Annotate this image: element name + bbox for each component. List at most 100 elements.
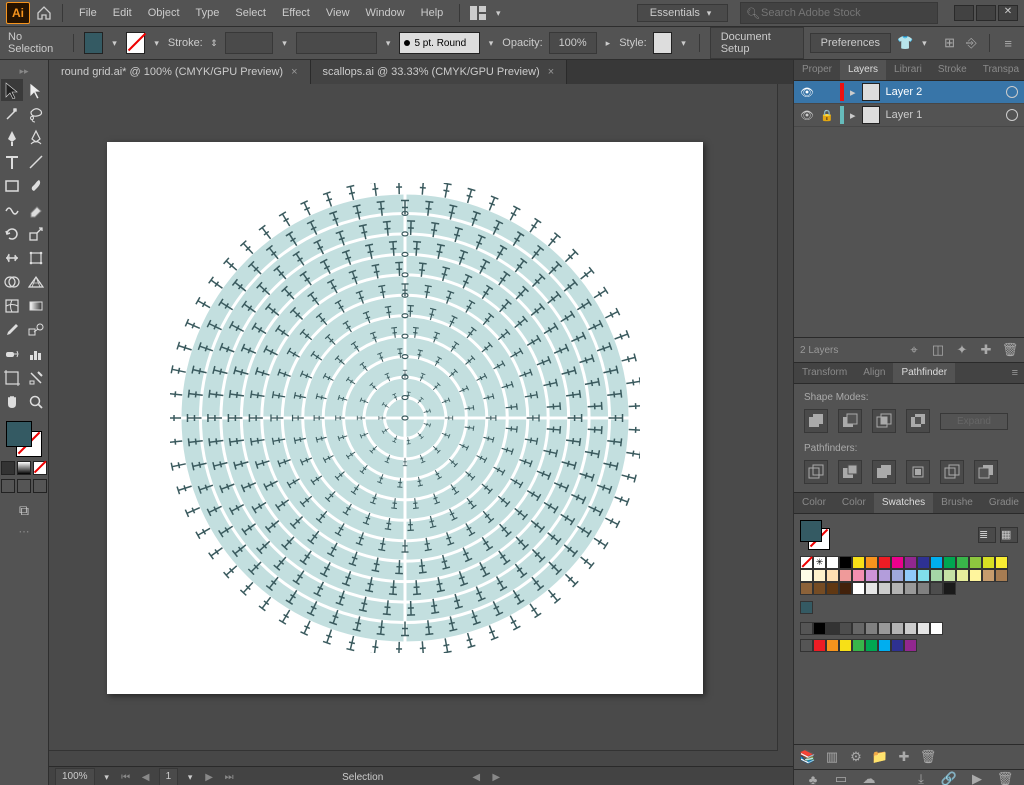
swatch[interactable] (917, 582, 930, 595)
document-setup-button[interactable]: Document Setup (710, 27, 804, 59)
expand-button[interactable]: Expand (940, 413, 1008, 430)
chevron-down-icon[interactable]: ▾ (109, 38, 120, 49)
swatch[interactable] (917, 569, 930, 582)
swatch[interactable] (878, 582, 891, 595)
swatch[interactable] (891, 582, 904, 595)
artboard-tool[interactable] (1, 367, 23, 389)
swatch[interactable] (852, 622, 865, 635)
swatch[interactable] (800, 569, 813, 582)
swatch[interactable] (865, 582, 878, 595)
panel-tab-proper[interactable]: Proper (794, 60, 840, 80)
swatch[interactable] (826, 622, 839, 635)
fill-stroke-indicator[interactable] (800, 520, 830, 550)
swatch[interactable] (813, 582, 826, 595)
swatch[interactable] (943, 582, 956, 595)
close-tab-icon[interactable]: × (291, 66, 297, 78)
scrollbar-vertical[interactable] (777, 84, 793, 766)
lock-toggle-icon[interactable]: 🔒 (820, 109, 834, 122)
stock-search-input[interactable] (740, 2, 938, 24)
zoom-level[interactable]: 100% (55, 768, 95, 785)
draw-normal-icon[interactable] (1, 479, 15, 493)
direct-selection-tool[interactable] (25, 79, 47, 101)
magic-wand-tool[interactable] (1, 103, 23, 125)
menu-file[interactable]: File (71, 4, 105, 22)
swatch[interactable] (813, 569, 826, 582)
swatch[interactable] (839, 622, 852, 635)
swatch-grid-view-icon[interactable]: ▦ (1000, 527, 1018, 543)
chevron-down-icon[interactable]: ▾ (151, 38, 162, 49)
swatch[interactable] (878, 569, 891, 582)
expand-layer-icon[interactable]: ▸ (850, 109, 856, 122)
blend-tool[interactable] (25, 319, 47, 341)
menu-select[interactable]: Select (227, 4, 274, 22)
swatch[interactable] (956, 569, 969, 582)
first-artboard-button[interactable]: ⏮ (119, 772, 133, 783)
delete-swatch-icon[interactable]: 🗑 (920, 748, 936, 766)
stroke-swatch[interactable] (126, 32, 146, 54)
swatch[interactable] (826, 556, 839, 569)
swatch[interactable] (852, 639, 865, 652)
stepper-icon[interactable]: ⇕ (209, 38, 220, 49)
registration-swatch[interactable]: ✳ (813, 556, 826, 569)
expand-layer-icon[interactable]: ▸ (850, 86, 856, 99)
swatch[interactable] (839, 569, 852, 582)
visibility-toggle-icon[interactable]: 👁 (800, 86, 814, 99)
close-tab-icon[interactable]: × (548, 66, 554, 78)
swatch[interactable] (891, 556, 904, 569)
swatch[interactable] (826, 639, 839, 652)
swatch[interactable] (904, 582, 917, 595)
swatch-options-icon[interactable]: ⚙ (848, 748, 864, 766)
menu-help[interactable]: Help (413, 4, 452, 22)
crop-button[interactable] (906, 460, 930, 484)
swatch[interactable] (982, 556, 995, 569)
nav-left-icon[interactable]: ◀ (469, 772, 483, 783)
none-swatch[interactable] (800, 556, 813, 569)
trash-icon[interactable]: 🗑 (996, 770, 1014, 785)
swatch[interactable] (852, 556, 865, 569)
swatch[interactable] (930, 622, 943, 635)
swatch[interactable] (865, 569, 878, 582)
swatch[interactable] (865, 622, 878, 635)
slice-tool[interactable] (25, 367, 47, 389)
chevron-down-icon[interactable]: ▾ (101, 772, 113, 783)
shaper-tool[interactable] (1, 199, 23, 221)
panel-tab-brushe[interactable]: Brushe (933, 493, 981, 513)
swatch-kind-icon[interactable]: ▥ (824, 748, 840, 766)
swatch[interactable] (930, 556, 943, 569)
symbols-icon[interactable]: ♣ (804, 770, 822, 785)
symbol-sprayer-tool[interactable] (1, 343, 23, 365)
swatch[interactable] (878, 639, 891, 652)
swatch[interactable] (904, 556, 917, 569)
visibility-toggle-icon[interactable]: 👁 (800, 109, 814, 122)
artboards-icon[interactable]: ▭ (832, 770, 850, 785)
swatch-libraries-icon[interactable]: 📚 (800, 748, 816, 766)
window-restore-button[interactable] (976, 5, 996, 21)
scale-tool[interactable] (25, 223, 47, 245)
menu-window[interactable]: Window (358, 4, 413, 22)
panel-tab-librari[interactable]: Librari (886, 60, 930, 80)
nav-right-icon[interactable]: ▶ (489, 772, 503, 783)
outline-button[interactable] (940, 460, 964, 484)
pen-tool[interactable] (1, 127, 23, 149)
lasso-tool[interactable] (25, 103, 47, 125)
line-segment-tool[interactable] (25, 151, 47, 173)
menu-effect[interactable]: Effect (274, 4, 318, 22)
panel-tab-transpa[interactable]: Transpa (975, 60, 1024, 80)
width-profile-preview[interactable] (296, 32, 377, 54)
swatch-folder-icon[interactable] (800, 622, 813, 635)
panel-tab-transform[interactable]: Transform (794, 363, 855, 383)
more-tools-icon[interactable]: ⋯ (19, 525, 30, 538)
none-mode-icon[interactable] (33, 461, 47, 475)
panel-tab-gradie[interactable]: Gradie (981, 493, 1024, 513)
minus-front-button[interactable] (838, 409, 862, 433)
last-artboard-button[interactable]: ⏭ (222, 772, 236, 783)
swatch[interactable] (852, 582, 865, 595)
shape-builder-tool[interactable] (1, 271, 23, 293)
actions-icon[interactable]: ▶ (968, 770, 986, 785)
swatch[interactable] (800, 601, 813, 614)
panel-tab-color[interactable]: Color (794, 493, 834, 513)
document-tab[interactable]: scallops.ai @ 33.33% (CMYK/GPU Preview)× (311, 60, 568, 84)
graphic-style-swatch[interactable] (653, 32, 673, 54)
swatch[interactable] (865, 556, 878, 569)
swatch-list-view-icon[interactable]: ≣ (978, 527, 996, 543)
